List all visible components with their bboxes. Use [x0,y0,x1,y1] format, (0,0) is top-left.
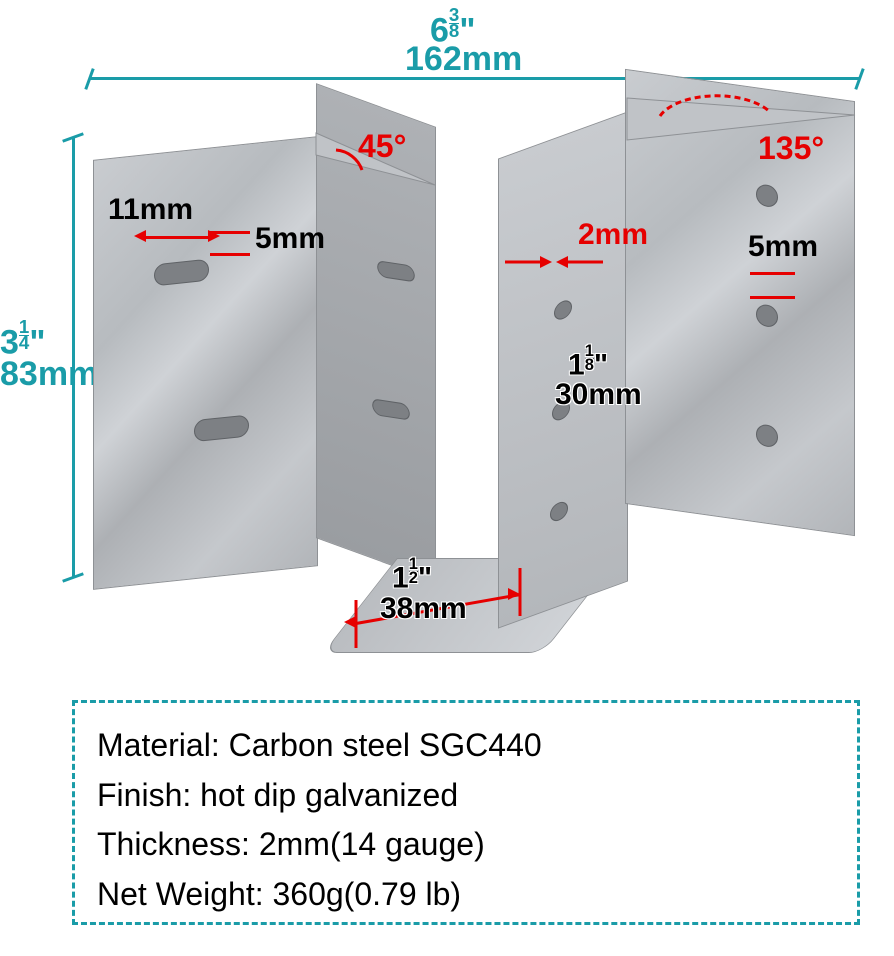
slot-w-line2 [210,253,250,256]
dim-angle-left: 45° [358,128,406,165]
thk-ar [540,256,552,268]
inner-round-3 [550,499,568,524]
diagram-canvas: 638" 162mm 314" 83mm [0,0,894,956]
inner-round-1 [554,298,572,323]
slot-hole-2 [194,414,249,442]
spec-finish: Finish: hot dip galvanized [97,771,835,821]
slot-len-al [134,230,146,242]
inner-slot-2 [371,398,411,420]
spec-weight: Net Weight: 360g(0.79 lb) [97,870,835,920]
holedia-l1 [750,272,795,275]
slot-len-line [146,236,208,239]
holedia-l2 [750,296,795,299]
chw-ar [508,588,520,600]
spec-info-box: Material: Carbon steel SGC440 Finish: ho… [72,700,860,925]
dim-thickness: 2mm [578,218,648,252]
round-hole-2 [756,303,778,328]
round-hole-1 [756,183,778,208]
slot-hole-1 [154,259,209,287]
spec-thickness: Thickness: 2mm(14 gauge) [97,820,835,870]
dim-slot-len: 11mm [108,193,193,227]
chw-al [344,616,356,628]
dim-chw-imp: 112" [392,558,432,595]
dim-chdepth-met: 30mm [555,378,642,412]
dim-hole-dia: 5mm [748,230,818,264]
dim-chdepth-imp: 118" [568,345,608,382]
u-wall-right [498,111,628,628]
dim-angle-right: 135° [758,130,824,167]
spec-material: Material: Carbon steel SGC440 [97,721,835,771]
dim-slot-wid: 5mm [255,222,325,256]
thk-al [556,256,568,268]
dim-width-metric: 162mm [405,40,522,79]
inner-slot-1 [376,260,416,282]
round-hole-3 [756,423,778,448]
slot-w-line1 [210,231,250,234]
dim-chw-met: 38mm [380,592,467,626]
dim-height-metric: 83mm [0,355,98,394]
